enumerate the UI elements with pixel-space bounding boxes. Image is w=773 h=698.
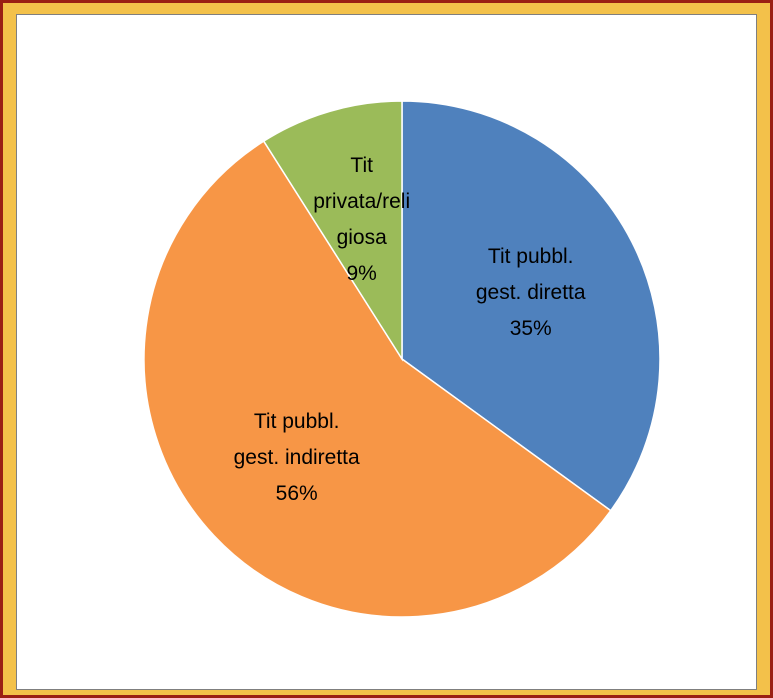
data-label: Tit pubbl. gest. diretta 35%: [471, 239, 591, 347]
chart-area: Tit pubbl. gest. diretta 35% Tit pubbl. ge…: [16, 14, 757, 690]
pie-slice: [401, 100, 661, 512]
data-label: Tit pubbl. gest. indiretta 56%: [232, 404, 362, 512]
label-value: 35%: [509, 317, 552, 341]
label-category: Tit pubbl. gest. diretta: [475, 245, 586, 305]
label-category: Tit pubbl. gest. indiretta: [233, 409, 360, 469]
chart: [143, 100, 661, 618]
pie-slice: [262, 100, 403, 362]
label-value: 9%: [346, 262, 377, 286]
label-value: 56%: [275, 481, 318, 505]
data-label: Tit privata/religiosa 9%: [312, 148, 412, 292]
label-category: Tit privata/religiosa: [313, 154, 411, 250]
pie-slice: [143, 140, 612, 618]
